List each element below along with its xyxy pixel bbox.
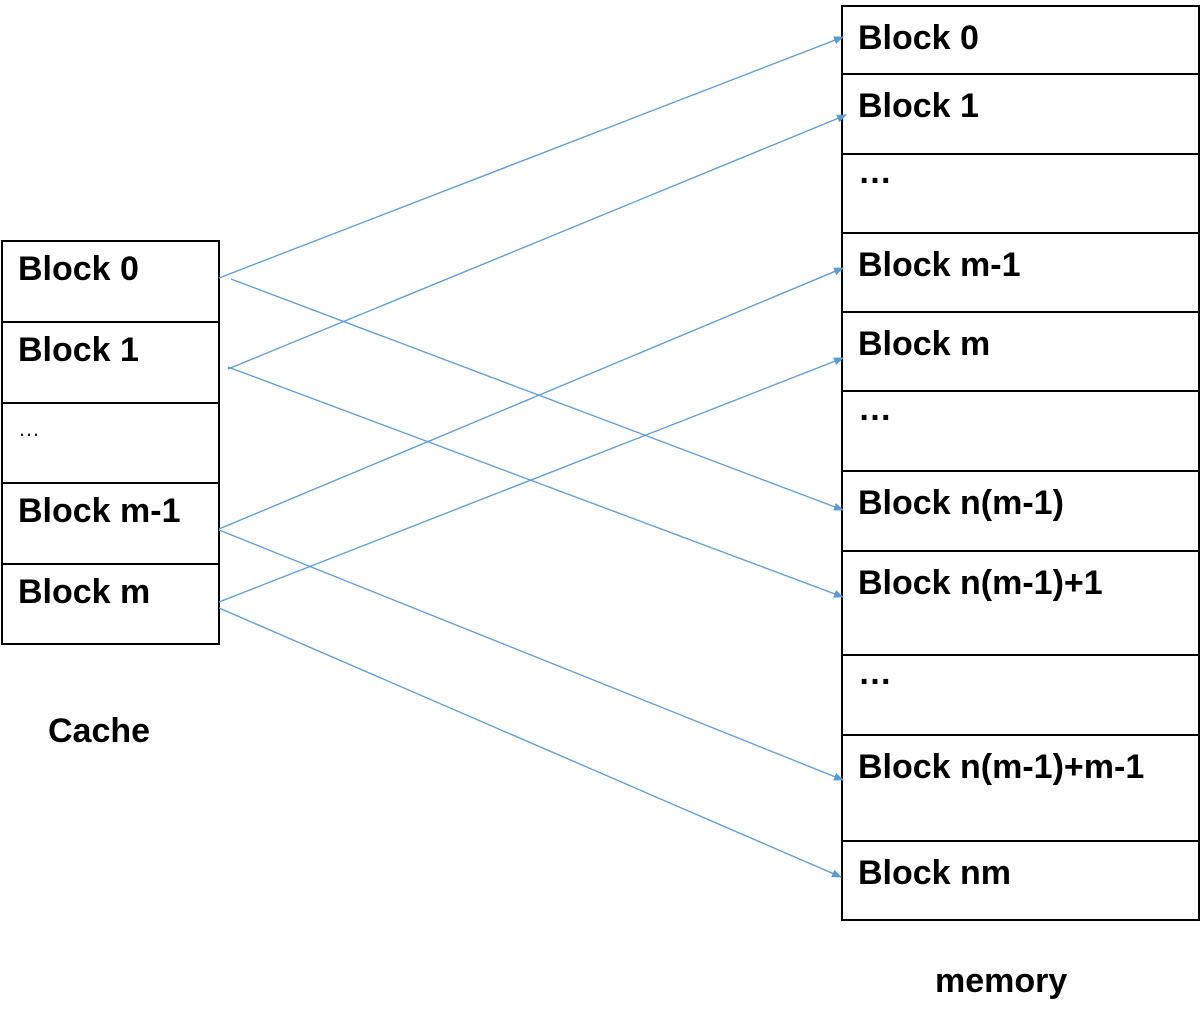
cache-block-label: Block m-1 xyxy=(18,492,181,530)
memory-block-label: Block m xyxy=(858,325,991,363)
memory-block-label: … xyxy=(858,153,892,191)
cache-block-label: Block m xyxy=(18,573,151,611)
arrow-cachem-1-to-mem-n-m-1-plus-m-1 xyxy=(218,529,844,781)
arrow-cache0-to-mem0 xyxy=(218,36,844,279)
arrow-cache0-to-mem-n-m-1 xyxy=(230,278,844,511)
memory-block-label: Block m-1 xyxy=(858,246,1021,284)
memory-block-label: Block 0 xyxy=(858,19,979,57)
memory-block-0: Block 0 xyxy=(841,5,1200,75)
arrow-cache1-to-mem1 xyxy=(227,114,847,370)
cache-block-ellipsis: … xyxy=(1,402,220,484)
memory-block-label: Block n(m-1) xyxy=(858,484,1064,522)
cache-block-label: Block 0 xyxy=(18,250,139,288)
memory-block-n-m-minus-1-plus-m-minus-1: Block n(m-1)+m-1 xyxy=(841,734,1200,842)
memory-block-label: … xyxy=(858,390,892,428)
cache-block-m: Block m xyxy=(1,563,220,645)
memory-block-label: Block n(m-1)+m-1 xyxy=(858,748,1145,786)
memory-block-ellipsis-3: … xyxy=(841,654,1200,736)
arrow-cachem-to-memm xyxy=(218,357,844,603)
memory-block-label: Block 1 xyxy=(858,87,979,125)
memory-block-nm: Block nm xyxy=(841,840,1200,921)
arrow-cache1-to-mem-n-m-1-plus-1 xyxy=(227,366,844,598)
memory-block-m: Block m xyxy=(841,311,1200,392)
memory-block-label: Block nm xyxy=(858,854,1012,892)
cache-block-label: … xyxy=(18,416,40,441)
memory-caption: memory xyxy=(935,962,1068,1000)
cache-caption: Cache xyxy=(48,712,151,750)
cache-block-label: Block 1 xyxy=(18,331,139,369)
arrow-cachem-1-to-mem-m-1 xyxy=(218,267,844,530)
arrow-cachem-to-mem-nm xyxy=(218,607,842,878)
memory-block-ellipsis-2: … xyxy=(841,390,1200,472)
memory-block-label: Block n(m-1)+1 xyxy=(858,564,1103,602)
memory-block-label: … xyxy=(858,654,892,692)
memory-block-n-m-minus-1: Block n(m-1) xyxy=(841,470,1200,552)
cache-block-0: Block 0 xyxy=(1,240,220,323)
